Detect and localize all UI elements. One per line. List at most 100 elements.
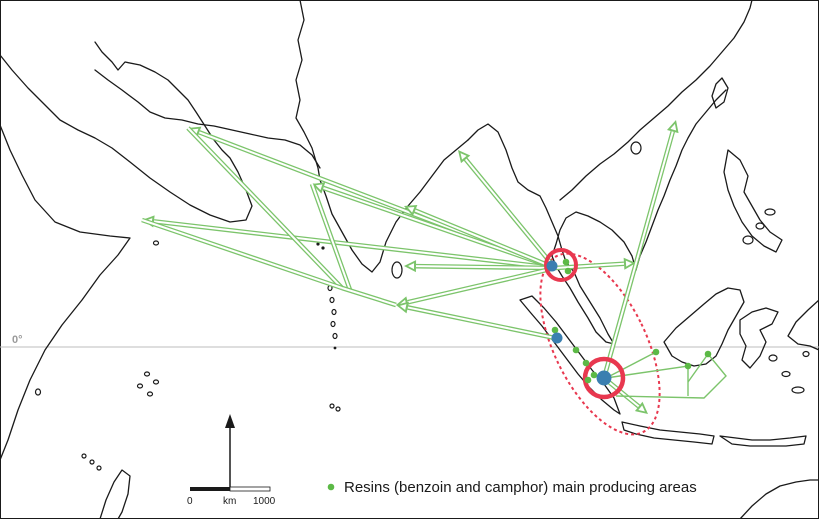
trade-routes bbox=[141, 120, 679, 414]
route-line-inner bbox=[554, 262, 625, 269]
route-line-inner bbox=[407, 267, 556, 304]
island bbox=[332, 332, 338, 340]
route-arrowhead-inner bbox=[460, 153, 467, 160]
producing-dot bbox=[652, 348, 660, 356]
island bbox=[152, 379, 160, 385]
coast-china-south bbox=[635, 89, 727, 271]
island bbox=[781, 370, 791, 378]
coast-bengal bbox=[467, 123, 567, 263]
coast-sulawesi bbox=[739, 307, 779, 369]
scale-end-label: 1000 bbox=[253, 496, 276, 507]
legend: Resins (benzoin and camphor) main produc… bbox=[327, 479, 697, 496]
island bbox=[329, 296, 335, 304]
route-line-inner bbox=[187, 127, 343, 289]
route-arrowhead-inner bbox=[638, 405, 645, 412]
island bbox=[331, 308, 337, 316]
island bbox=[330, 320, 336, 328]
island bbox=[329, 403, 335, 409]
island bbox=[802, 350, 810, 358]
island-hainan bbox=[630, 141, 642, 155]
coast-madagascar bbox=[99, 469, 131, 519]
producing-dot bbox=[684, 362, 692, 370]
feeder-line bbox=[615, 352, 727, 399]
island-sri-lanka bbox=[391, 261, 403, 279]
producing-dot bbox=[572, 346, 580, 354]
island bbox=[335, 406, 341, 412]
route-line-inner bbox=[415, 265, 556, 269]
producing-dot bbox=[582, 359, 590, 367]
island bbox=[316, 242, 320, 246]
coast-australia bbox=[739, 479, 819, 519]
island bbox=[755, 222, 765, 230]
producing-dots bbox=[551, 258, 712, 384]
route-arrowhead-inner bbox=[315, 184, 323, 191]
island bbox=[34, 388, 42, 396]
producing-dot bbox=[590, 371, 598, 379]
coast-malay bbox=[551, 211, 637, 345]
route-arrowhead-inner bbox=[407, 263, 415, 270]
island bbox=[321, 246, 325, 250]
island bbox=[764, 208, 776, 216]
port-marker bbox=[546, 260, 558, 272]
producing-region-outline bbox=[539, 252, 661, 436]
route-arrowhead-inner bbox=[625, 260, 633, 267]
hub-ring-malacca bbox=[544, 248, 578, 282]
scale-unit-label: km bbox=[223, 496, 236, 507]
coast-india bbox=[295, 0, 469, 273]
route-line-inner bbox=[341, 287, 397, 306]
coast-taiwan bbox=[711, 77, 729, 109]
coast-philippines bbox=[723, 149, 783, 253]
route-line-inner bbox=[464, 158, 556, 269]
island bbox=[96, 465, 102, 471]
route-line-inner bbox=[311, 183, 351, 291]
port-marker-major bbox=[596, 370, 612, 386]
route-arrowhead-inner bbox=[670, 123, 677, 131]
coast-indochina bbox=[559, 0, 753, 201]
producing-dot bbox=[551, 326, 559, 334]
island bbox=[152, 240, 160, 246]
equator-label: 0° bbox=[12, 334, 23, 346]
route-line-inner bbox=[603, 131, 674, 379]
island bbox=[146, 391, 154, 397]
scale-bar-filled bbox=[190, 487, 230, 491]
island bbox=[143, 371, 151, 377]
coast-africa bbox=[0, 124, 131, 461]
route-line-inner bbox=[141, 219, 343, 289]
route-line-inner bbox=[153, 220, 556, 269]
route-line-inner bbox=[407, 306, 556, 339]
producing-dot bbox=[562, 258, 570, 266]
hub-ring-palembang bbox=[582, 356, 626, 400]
island bbox=[89, 459, 95, 465]
producing-dot bbox=[584, 376, 592, 384]
coast-java bbox=[621, 421, 715, 445]
small-islands bbox=[34, 141, 810, 471]
north-arrow-icon bbox=[225, 414, 235, 488]
island bbox=[136, 383, 144, 389]
island bbox=[742, 235, 754, 245]
feeder-line bbox=[605, 351, 657, 379]
legend-marker bbox=[327, 483, 335, 491]
route-line-inner bbox=[323, 186, 556, 269]
coast-borneo bbox=[663, 287, 745, 367]
island bbox=[333, 346, 337, 350]
producing-dot bbox=[704, 350, 712, 358]
coast-new-guinea bbox=[787, 299, 819, 351]
coast-persia bbox=[94, 69, 321, 169]
port-marker bbox=[551, 332, 563, 344]
island bbox=[81, 453, 87, 459]
producing-dot bbox=[564, 267, 572, 275]
scale-bar: 0 km 1000 bbox=[187, 486, 276, 507]
island bbox=[791, 386, 805, 394]
island bbox=[768, 354, 778, 362]
route-line-inner bbox=[414, 209, 556, 269]
route-arrowhead-inner bbox=[399, 304, 407, 310]
scale-start-label: 0 bbox=[187, 496, 193, 507]
coast-sunda bbox=[719, 435, 807, 447]
scale-bar-empty bbox=[229, 486, 271, 492]
route-arrowhead-inner bbox=[407, 207, 415, 213]
coast-arabia bbox=[0, 41, 253, 223]
